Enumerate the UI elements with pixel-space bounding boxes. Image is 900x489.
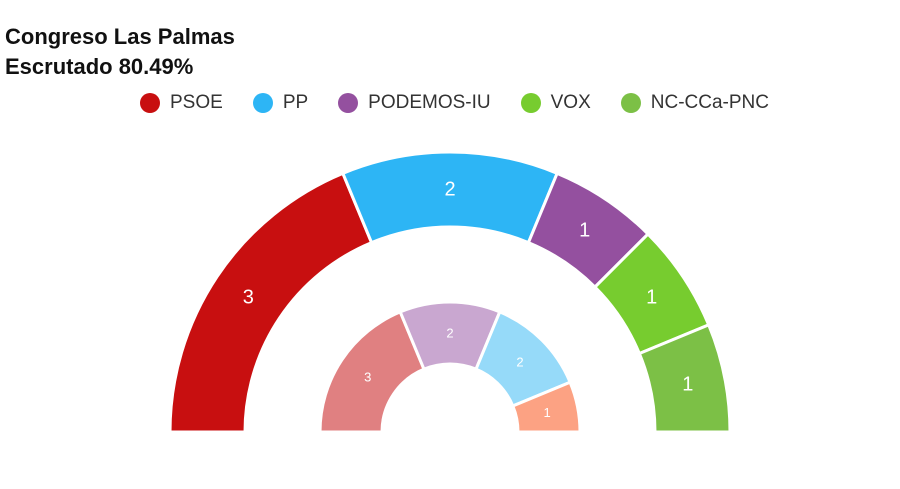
inner-seat-label: 3: [364, 369, 371, 384]
outer-seat-label: 1: [579, 219, 590, 241]
legend-item: NC-CCa-PNC: [620, 92, 769, 114]
legend-item: PSOE: [140, 92, 223, 114]
legend-label: PP: [282, 92, 309, 113]
legend-label: PSOE: [170, 92, 223, 113]
legend: PSOE PP PODEMOS-IU VOX NC-CCa-PNC: [140, 92, 769, 114]
inner-seat-label: 2: [446, 326, 453, 341]
outer-seat-label: 2: [444, 179, 455, 201]
outer-seat-segment: [637, 322, 732, 434]
legend-swatch: [338, 93, 359, 113]
legend-label: PODEMOS-IU: [368, 92, 491, 113]
inner-seat-label: 2: [516, 354, 523, 369]
legend-item: PODEMOS-IU: [338, 92, 491, 114]
chart-title: Congreso Las Palmas Escrutado 80.49%: [5, 22, 235, 82]
legend-item: VOX: [520, 92, 591, 114]
chart-title-subtitle: Escrutado 80.49%: [5, 54, 194, 79]
legend-item: PP: [252, 92, 309, 114]
inner-seat-segment: [318, 309, 426, 434]
chart-title-main: Congreso Las Palmas: [5, 24, 235, 49]
inner-seat-segment: [510, 380, 582, 434]
legend-swatch: [620, 93, 641, 113]
legend-swatch: [140, 93, 160, 113]
outer-seat-label: 1: [646, 286, 657, 308]
legend-swatch: [520, 93, 541, 113]
inner-seat-label: 1: [543, 405, 550, 420]
legend-swatch: [252, 93, 273, 113]
legend-label: NC-CCa-PNC: [650, 92, 769, 113]
legend-label: VOX: [550, 92, 591, 113]
outer-seat-label: 3: [243, 286, 254, 308]
outer-seat-label: 1: [682, 374, 693, 396]
